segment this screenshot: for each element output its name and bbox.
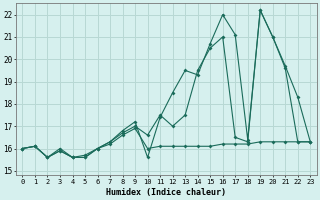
X-axis label: Humidex (Indice chaleur): Humidex (Indice chaleur) (106, 188, 226, 197)
